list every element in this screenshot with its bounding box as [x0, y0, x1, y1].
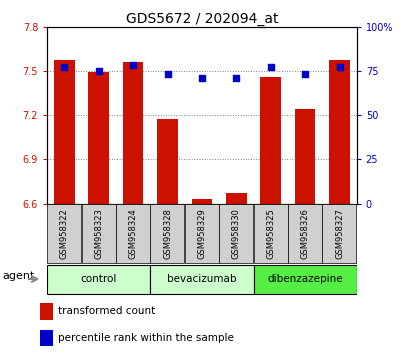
Text: GSM958326: GSM958326 — [300, 208, 309, 259]
Point — [130, 63, 136, 68]
Text: GSM958330: GSM958330 — [231, 208, 240, 259]
FancyBboxPatch shape — [253, 266, 356, 294]
Bar — [40, 330, 52, 346]
Text: GSM958322: GSM958322 — [60, 208, 69, 259]
FancyBboxPatch shape — [287, 204, 321, 263]
Point — [267, 64, 273, 70]
FancyBboxPatch shape — [150, 204, 184, 263]
FancyBboxPatch shape — [47, 266, 150, 294]
Text: agent: agent — [2, 272, 35, 281]
FancyBboxPatch shape — [47, 204, 81, 263]
FancyBboxPatch shape — [116, 204, 150, 263]
Text: bevacizumab: bevacizumab — [167, 274, 236, 284]
Point — [335, 64, 342, 70]
Text: GSM958329: GSM958329 — [197, 208, 206, 259]
Bar — [88, 72, 109, 204]
Text: transformed count: transformed count — [58, 307, 155, 316]
Point — [232, 75, 239, 81]
Text: GSM958327: GSM958327 — [334, 208, 343, 259]
Point — [198, 75, 204, 81]
Title: GDS5672 / 202094_at: GDS5672 / 202094_at — [126, 12, 277, 25]
Bar — [260, 77, 280, 204]
FancyBboxPatch shape — [150, 266, 253, 294]
FancyBboxPatch shape — [218, 204, 252, 263]
Text: GSM958324: GSM958324 — [128, 208, 137, 259]
Text: GSM958325: GSM958325 — [265, 208, 274, 259]
Bar — [328, 61, 349, 204]
Point — [164, 72, 171, 77]
Text: GSM958323: GSM958323 — [94, 208, 103, 259]
Point — [95, 68, 102, 74]
Bar — [225, 193, 246, 204]
FancyBboxPatch shape — [184, 204, 218, 263]
Bar — [157, 119, 178, 204]
FancyBboxPatch shape — [81, 204, 115, 263]
FancyBboxPatch shape — [321, 204, 355, 263]
Bar — [54, 61, 74, 204]
Bar — [191, 199, 212, 204]
Text: GSM958328: GSM958328 — [163, 208, 172, 259]
Text: percentile rank within the sample: percentile rank within the sample — [58, 333, 234, 343]
Bar — [294, 109, 315, 204]
Point — [301, 72, 308, 77]
Bar — [40, 303, 52, 320]
Text: control: control — [80, 274, 117, 284]
Text: dibenzazepine: dibenzazepine — [267, 274, 342, 284]
Point — [61, 64, 67, 70]
FancyBboxPatch shape — [253, 204, 287, 263]
Bar — [123, 62, 143, 204]
